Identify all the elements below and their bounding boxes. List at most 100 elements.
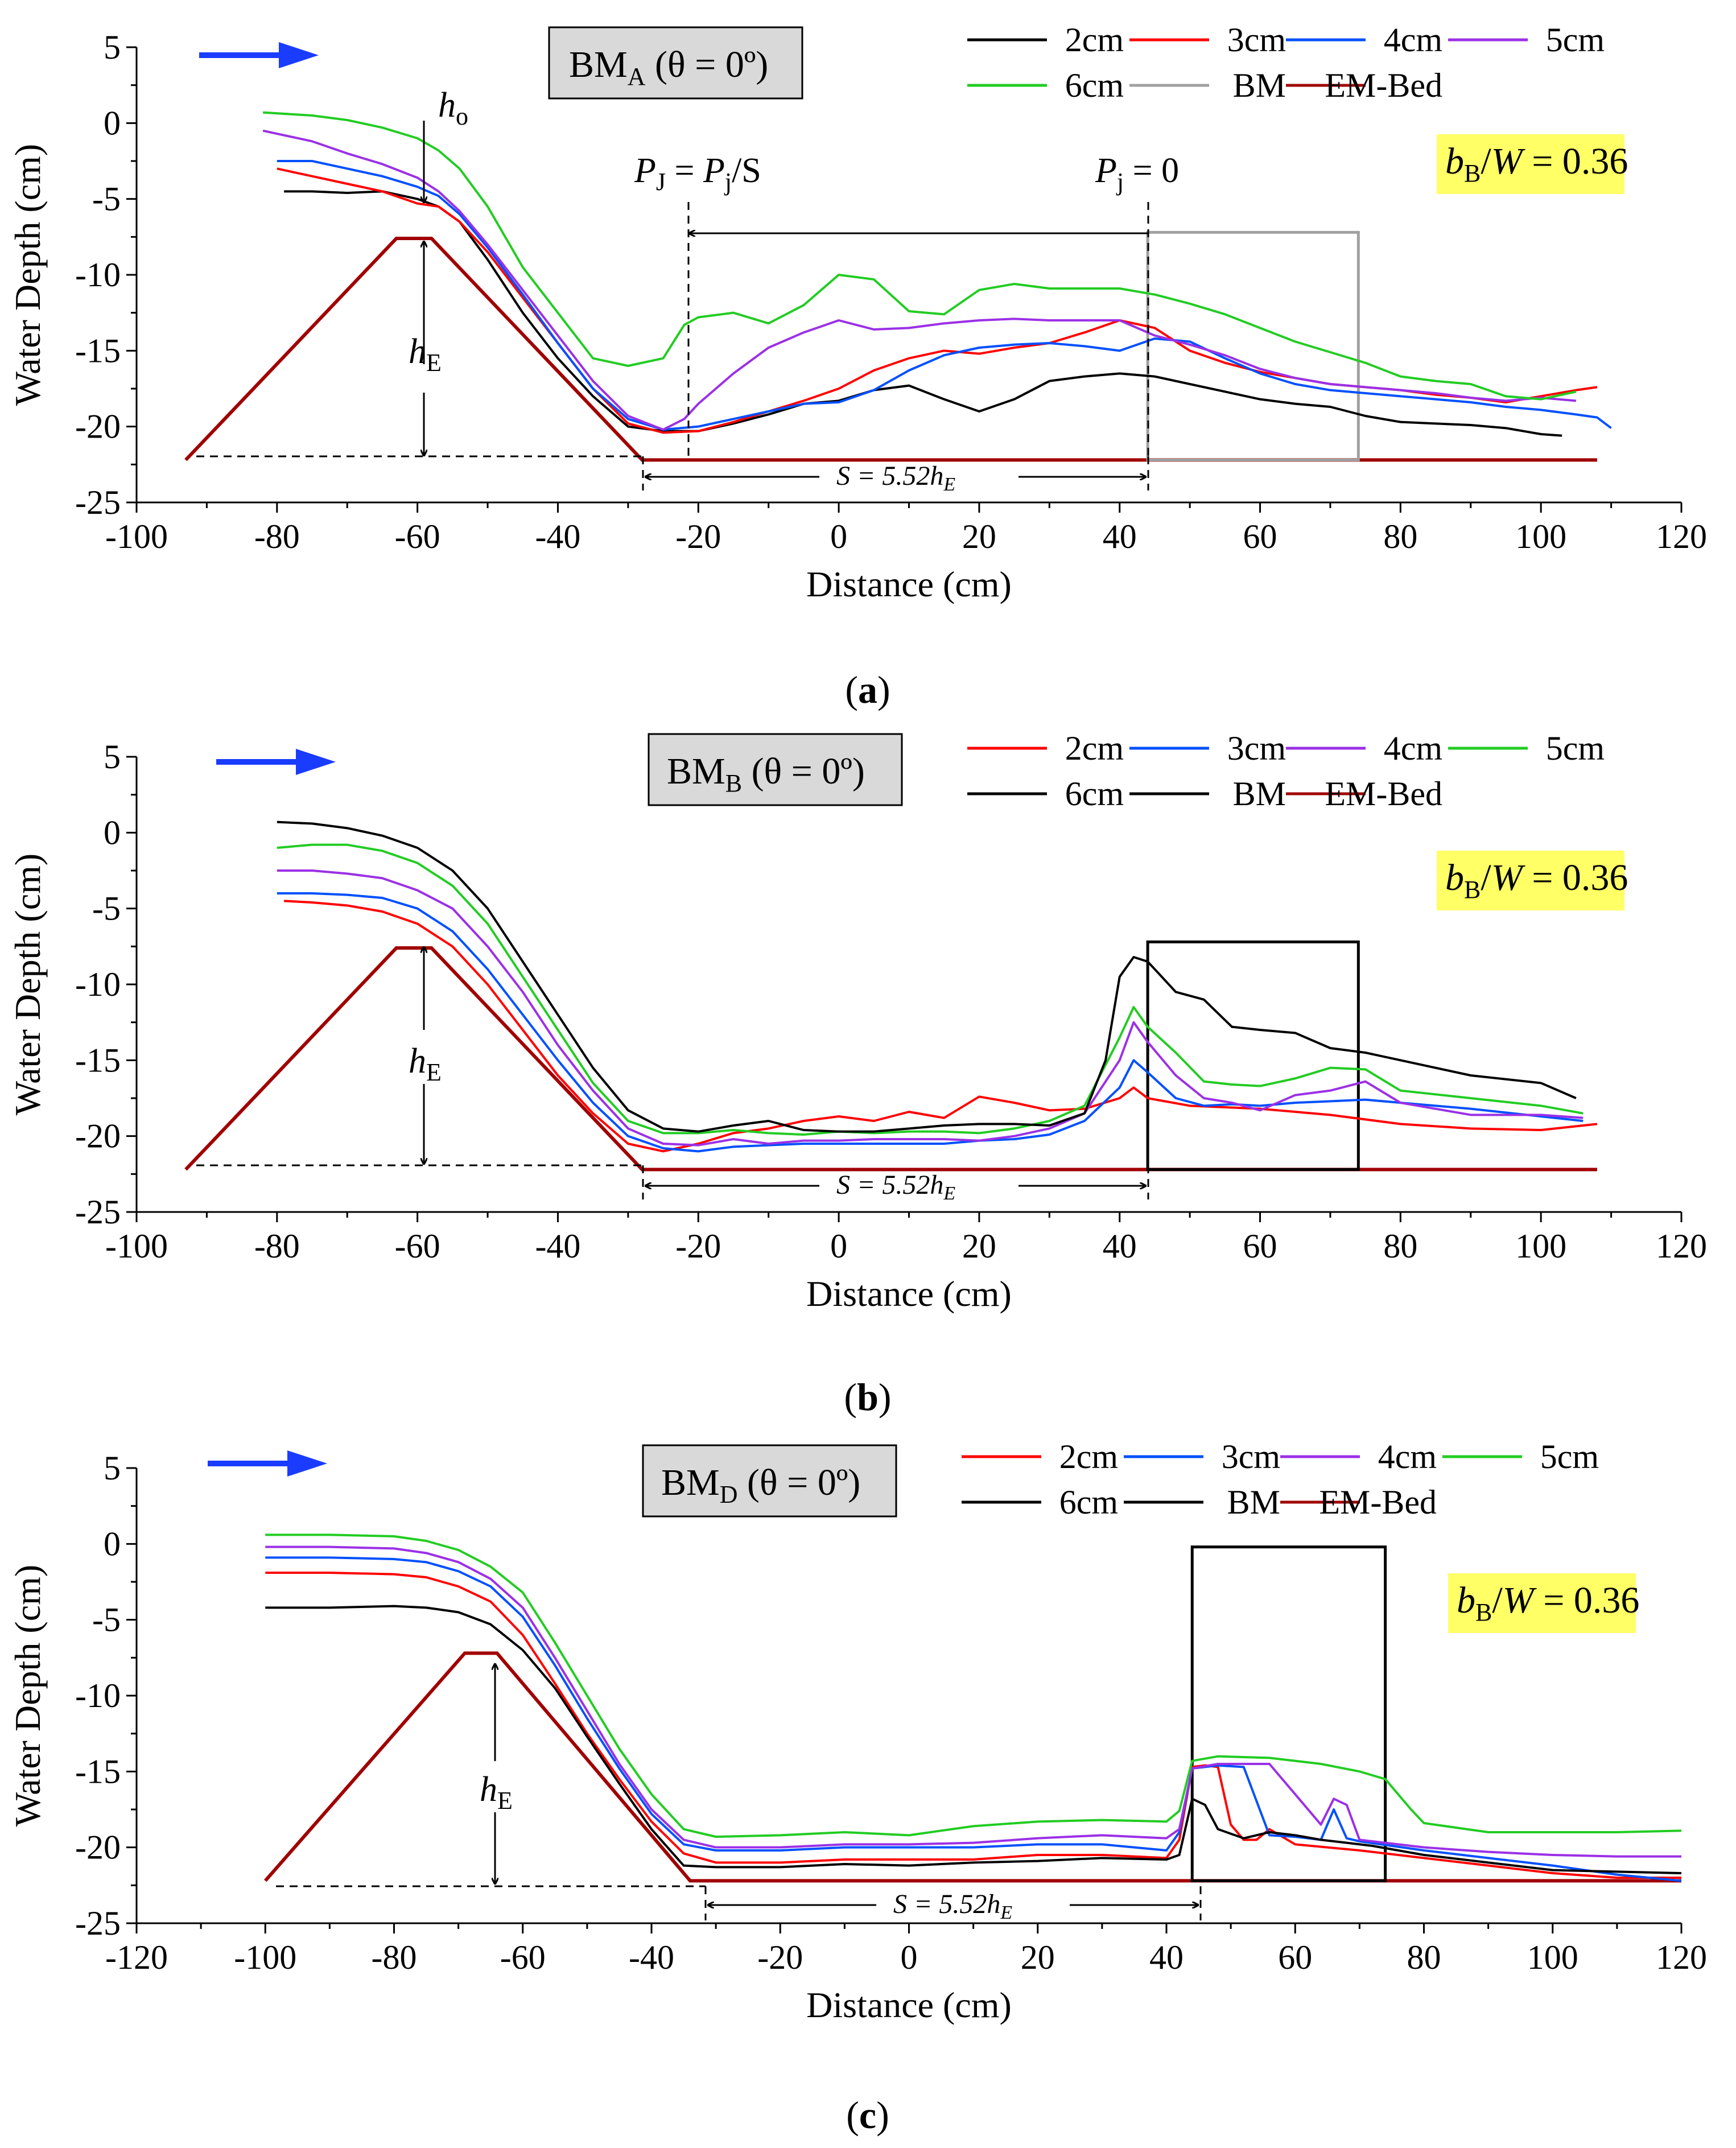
x-tick-label: -80 bbox=[254, 1227, 300, 1265]
x-tick-label: -80 bbox=[254, 518, 300, 555]
spacing-label-c: S = 5.52hE bbox=[893, 1889, 1012, 1923]
x-tick-label: 40 bbox=[1103, 1227, 1137, 1265]
legend-label: EM-Bed bbox=[1319, 1483, 1437, 1521]
panel-label-a: (a) bbox=[845, 668, 890, 711]
x-tick-label: -120 bbox=[105, 1939, 168, 1976]
x-tick-label: -80 bbox=[372, 1939, 417, 1976]
x-tick-label: 120 bbox=[1656, 1227, 1707, 1265]
ratio-box-b bbox=[1437, 851, 1624, 910]
x-tick-label: 80 bbox=[1383, 1227, 1417, 1265]
title-box-label-a: BMA (θ = 0º) bbox=[569, 44, 768, 90]
annotations-c: hE S = 5.52hE bbox=[276, 1664, 1202, 1923]
y-tick-label: 5 bbox=[104, 28, 121, 66]
series-em-bed bbox=[184, 946, 1597, 1172]
y-tick-label: -20 bbox=[75, 408, 121, 446]
y-tick-label: -15 bbox=[75, 1753, 121, 1790]
series-4cm bbox=[265, 1545, 1681, 1858]
x-tick-label: -100 bbox=[105, 518, 168, 555]
y-tick-label: -20 bbox=[75, 1829, 121, 1866]
ho-label: ho bbox=[438, 86, 468, 130]
x-tick-label: 0 bbox=[830, 518, 847, 555]
y-axis-label: Water Depth (cm) bbox=[7, 144, 48, 406]
plot-area-c: -120 -100 -80 -60 -40 -20 0 20 40 60 80 100 120 5 0 -5 -… bbox=[7, 1438, 1707, 2025]
series-em-bed bbox=[184, 237, 1597, 462]
x-tick-label: -40 bbox=[535, 1227, 580, 1265]
pj-eq-label: PJ = Pj/S bbox=[634, 151, 761, 196]
he-label-c: hE bbox=[480, 1770, 513, 1815]
flow-arrow-icon bbox=[208, 1450, 327, 1477]
x-tick-label: 120 bbox=[1656, 518, 1707, 555]
series-4cm bbox=[277, 160, 1612, 431]
legend-label: BM bbox=[1233, 67, 1286, 104]
x-tick-label: -40 bbox=[535, 518, 580, 555]
panel-label-b: (b) bbox=[844, 1375, 891, 1419]
series-6cm bbox=[277, 821, 1577, 1133]
legend-label: 2cm bbox=[1065, 729, 1124, 767]
y-tick-label: -5 bbox=[92, 890, 121, 927]
panel-label-c: (c) bbox=[846, 2093, 889, 2137]
legend-label: 5cm bbox=[1540, 1438, 1599, 1475]
series-5cm bbox=[265, 1533, 1682, 1838]
he-label-b: hE bbox=[409, 1042, 442, 1086]
legend-label: 3cm bbox=[1227, 21, 1286, 59]
ratio-label-b: bB/W = 0.36 bbox=[1445, 857, 1628, 904]
title-box-b bbox=[648, 733, 903, 806]
x-tick-label: -60 bbox=[500, 1939, 546, 1976]
title-box-label-b: BMB (θ = 0º) bbox=[667, 751, 865, 797]
y-axis-label: Water Depth (cm) bbox=[7, 1565, 48, 1827]
bm-box bbox=[1146, 230, 1360, 461]
y-tick-label: -10 bbox=[75, 966, 121, 1003]
y-tick-label: -20 bbox=[75, 1118, 121, 1155]
y-tick-label: 5 bbox=[104, 738, 121, 776]
legend-label: 4cm bbox=[1384, 729, 1442, 767]
spacing-label-a: S = 5.52hE bbox=[836, 461, 955, 495]
x-tick-label: 20 bbox=[962, 518, 996, 555]
legend-label: 2cm bbox=[1065, 21, 1124, 59]
y-tick-label: 0 bbox=[104, 1525, 121, 1562]
title-box-c bbox=[642, 1444, 897, 1518]
x-tick-label: 80 bbox=[1407, 1939, 1441, 1976]
annotations-b: hE S = 5.52hE bbox=[196, 947, 1149, 1204]
legend-label: BM bbox=[1233, 775, 1286, 813]
x-tick-label: 20 bbox=[1021, 1939, 1055, 1976]
bm-box bbox=[1146, 940, 1360, 1171]
series-2cm bbox=[284, 190, 1562, 437]
series-5cm bbox=[277, 843, 1584, 1136]
y-tick-label: -10 bbox=[75, 256, 121, 294]
legend-label: 4cm bbox=[1384, 21, 1442, 59]
series-6cm bbox=[265, 1605, 1682, 1874]
ratio-label-c: bB/W = 0.36 bbox=[1457, 1580, 1639, 1626]
x-axis-label: Distance (cm) bbox=[806, 1273, 1012, 1314]
x-tick-label: 60 bbox=[1278, 1939, 1312, 1976]
x-tick-label: 60 bbox=[1243, 1227, 1277, 1265]
x-tick-label: -40 bbox=[629, 1939, 674, 1976]
x-tick-label: -20 bbox=[675, 518, 721, 555]
legend-label: 6cm bbox=[1065, 67, 1124, 104]
flow-arrow-icon bbox=[216, 749, 336, 775]
y-tick-label: 0 bbox=[104, 814, 121, 851]
x-tick-label: -100 bbox=[105, 1227, 168, 1265]
y-tick-label: -25 bbox=[75, 484, 121, 521]
x-axis-label: Distance (cm) bbox=[806, 1985, 1012, 2025]
annotations-a: ho hE PJ = Pj/S Pj = 0 S = 5.52hE bbox=[196, 86, 1179, 495]
x-tick-label: 0 bbox=[830, 1227, 847, 1265]
y-tick-label: -10 bbox=[75, 1677, 121, 1714]
x-tick-label: 20 bbox=[962, 1227, 996, 1265]
legend-label: 4cm bbox=[1378, 1438, 1437, 1475]
legend-label: 2cm bbox=[1059, 1438, 1118, 1475]
ratio-label-a: bB/W = 0.36 bbox=[1445, 141, 1628, 187]
x-tick-label: 120 bbox=[1656, 1939, 1707, 1976]
legend-label: 3cm bbox=[1227, 729, 1286, 767]
y-tick-label: -25 bbox=[75, 1904, 121, 1942]
legend-label: 5cm bbox=[1546, 21, 1605, 59]
panel-b: -100 -80 -60 -40 -20 0 20 40 60 80 100 120 5 0 -5 -10 -1… bbox=[7, 729, 1707, 1419]
plot-area-b: -100 -80 -60 -40 -20 0 20 40 60 80 100 120 5 0 -5 -10 -1… bbox=[7, 729, 1707, 1314]
series-3cm bbox=[265, 1556, 1682, 1882]
series-em-bed bbox=[263, 1651, 1681, 1883]
x-tick-label: 100 bbox=[1515, 518, 1566, 555]
legend-label: BM bbox=[1227, 1483, 1280, 1521]
y-tick-label: 5 bbox=[104, 1449, 121, 1487]
series-4cm bbox=[277, 869, 1584, 1147]
title-box-label-c: BMD (θ = 0º) bbox=[661, 1462, 860, 1508]
he-label-a: hE bbox=[409, 332, 442, 377]
